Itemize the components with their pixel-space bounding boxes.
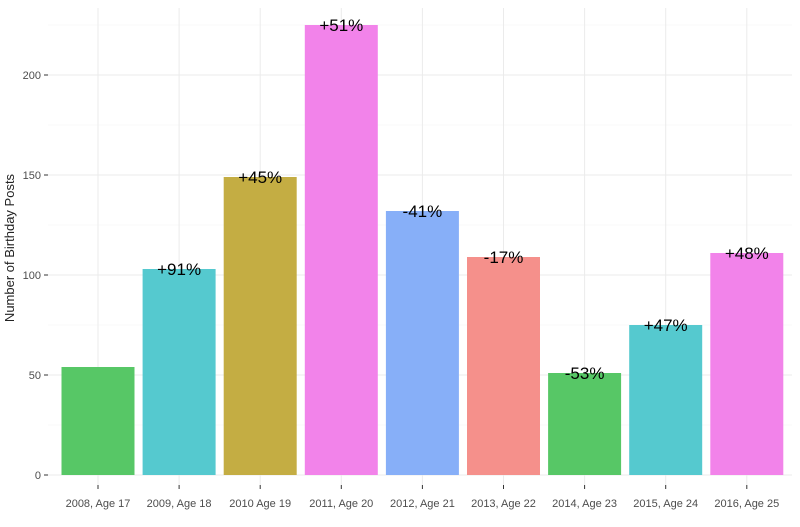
bar bbox=[629, 325, 703, 475]
x-tick-label: 2008, Age 17 bbox=[66, 498, 131, 510]
bar bbox=[223, 177, 297, 475]
x-tick-label: 2012, Age 21 bbox=[390, 498, 455, 510]
x-tick-label: 2015, Age 24 bbox=[633, 498, 698, 510]
y-axis-title: Number of Birthday Posts bbox=[2, 173, 17, 322]
bar bbox=[142, 269, 216, 475]
bar bbox=[385, 211, 459, 475]
data-label: +48% bbox=[725, 244, 769, 263]
y-tick-label: 150 bbox=[23, 170, 41, 182]
y-axis: 0 50 100 150 200 bbox=[23, 70, 48, 482]
data-label: +51% bbox=[319, 16, 363, 35]
data-label: +47% bbox=[644, 316, 688, 335]
x-tick-label: 2014, Age 23 bbox=[552, 498, 617, 510]
x-tick-label: 2010 Age 19 bbox=[229, 498, 291, 510]
data-label: -41% bbox=[403, 202, 443, 221]
bar bbox=[710, 253, 784, 475]
y-tick-label: 200 bbox=[23, 70, 41, 82]
bar bbox=[61, 367, 135, 475]
bar bbox=[304, 25, 378, 475]
data-label: -17% bbox=[484, 248, 524, 267]
y-tick-label: 50 bbox=[29, 370, 41, 382]
bar bbox=[548, 373, 622, 475]
data-label: +91% bbox=[157, 260, 201, 279]
data-label: +45% bbox=[238, 168, 282, 187]
data-labels: +91% +45% +51% -41% -17% -53% +47% +48% bbox=[157, 16, 769, 383]
x-tick-label: 2013, Age 22 bbox=[471, 498, 536, 510]
bars bbox=[61, 25, 784, 475]
x-tick-label: 2016, Age 25 bbox=[714, 498, 779, 510]
x-axis: 2008, Age 17 2009, Age 18 2010 Age 19 2011,… bbox=[66, 485, 779, 510]
x-tick-label: 2011, Age 20 bbox=[309, 498, 373, 510]
y-tick-label: 100 bbox=[23, 270, 41, 282]
x-tick-label: 2009, Age 18 bbox=[147, 498, 212, 510]
bar bbox=[467, 257, 540, 475]
data-label: -53% bbox=[565, 364, 605, 383]
y-tick-label: 0 bbox=[35, 470, 41, 482]
